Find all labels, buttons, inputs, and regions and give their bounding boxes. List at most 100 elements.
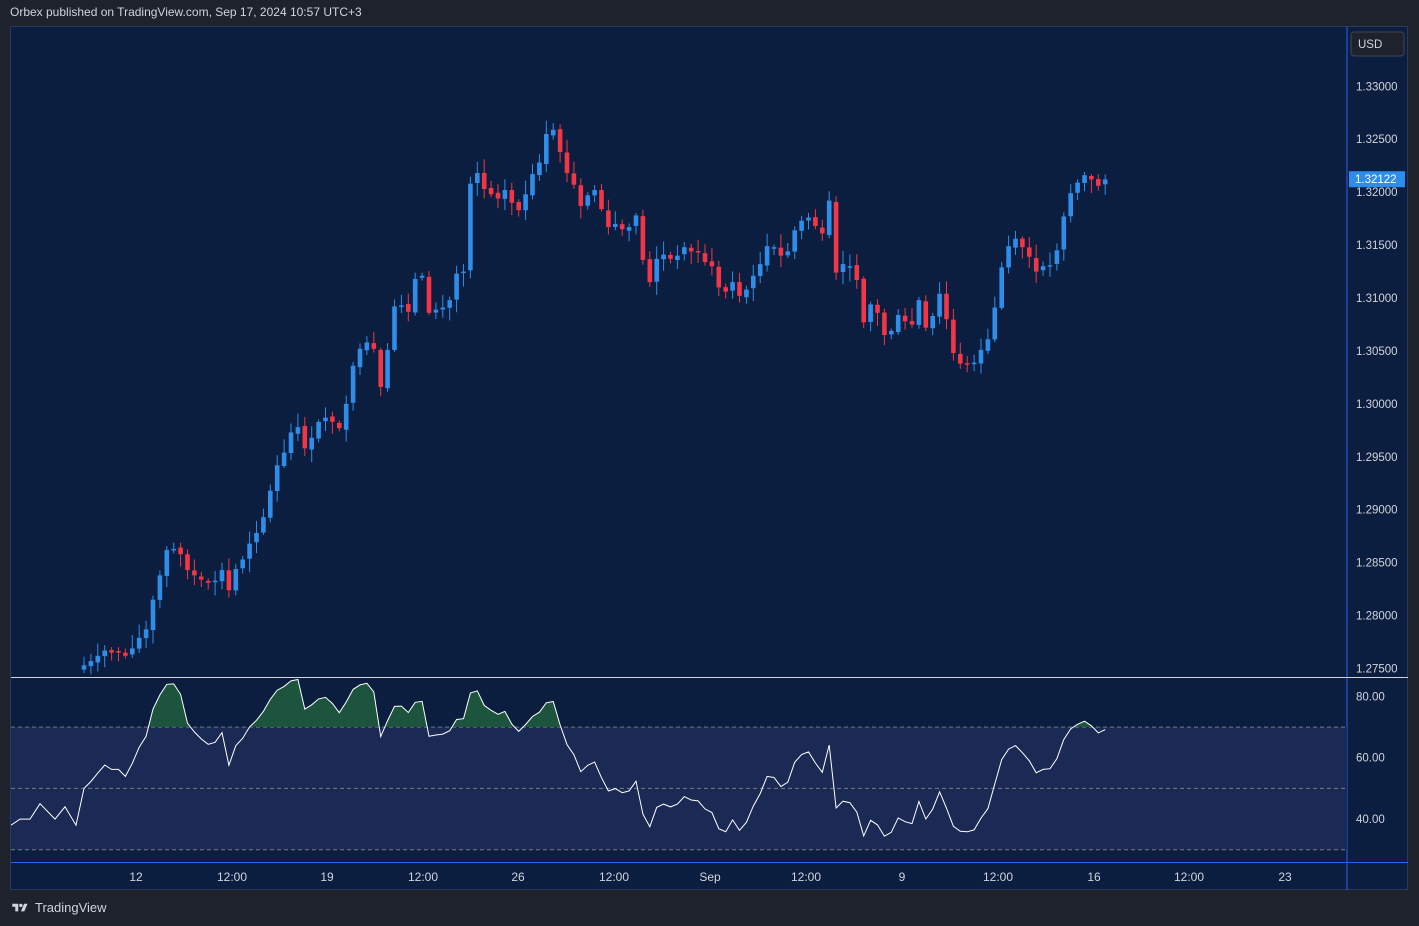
candle-body bbox=[592, 190, 597, 196]
candle-body bbox=[433, 309, 439, 313]
candle-body bbox=[688, 247, 694, 252]
price-tick-label: 1.32000 bbox=[1356, 187, 1398, 199]
candle-body bbox=[806, 217, 811, 221]
candle-body bbox=[978, 349, 984, 364]
candle-body bbox=[288, 432, 294, 454]
candle-body bbox=[633, 215, 639, 226]
candle-body bbox=[564, 152, 570, 174]
candle-body bbox=[695, 251, 701, 253]
price-tick-label: 1.29500 bbox=[1356, 452, 1398, 464]
candle-body bbox=[295, 427, 301, 434]
candle-body bbox=[882, 312, 887, 336]
time-tick-label: 12:00 bbox=[983, 870, 1013, 884]
price-tick-label: 1.31000 bbox=[1356, 293, 1398, 305]
candle-body bbox=[971, 362, 977, 365]
candle-body bbox=[930, 316, 935, 329]
candle-body bbox=[557, 129, 563, 152]
candle-body bbox=[233, 569, 239, 591]
candle-body bbox=[185, 554, 190, 571]
candle-body bbox=[488, 187, 494, 195]
candle-body bbox=[254, 533, 259, 543]
candle-body bbox=[385, 349, 390, 389]
candle-body bbox=[1033, 258, 1039, 272]
tradingview-footer[interactable]: TradingView bbox=[10, 900, 107, 915]
candle-body bbox=[654, 258, 659, 282]
candle-body bbox=[737, 282, 742, 296]
candle-body bbox=[889, 330, 894, 335]
candle-body bbox=[447, 300, 452, 308]
candle-body bbox=[1075, 182, 1080, 193]
time-tick-label: 12:00 bbox=[1174, 870, 1204, 884]
price-tick-label: 1.27500 bbox=[1356, 664, 1398, 676]
candle-body bbox=[778, 247, 784, 256]
currency-label: USD bbox=[1358, 39, 1382, 51]
current-price-badge bbox=[1349, 171, 1405, 188]
candle-body bbox=[1027, 247, 1032, 257]
candle-body bbox=[316, 421, 321, 439]
candle-body bbox=[523, 194, 528, 211]
candle-body bbox=[647, 259, 653, 283]
candle-body bbox=[88, 661, 94, 667]
candle-body bbox=[212, 580, 218, 583]
candle-body bbox=[916, 300, 922, 325]
candle-body bbox=[475, 173, 480, 184]
time-tick-label: 12:00 bbox=[599, 870, 629, 884]
candle-body bbox=[537, 162, 542, 176]
oscillator-tick-label: 60.00 bbox=[1356, 753, 1385, 765]
candle-body bbox=[751, 275, 756, 289]
candle-body bbox=[178, 547, 183, 555]
candle-body bbox=[550, 129, 556, 136]
candle-body bbox=[337, 422, 342, 429]
candle-body bbox=[171, 548, 176, 551]
candle-body bbox=[343, 403, 349, 430]
candle-body bbox=[481, 172, 487, 189]
candle-body bbox=[226, 570, 232, 591]
candle-body bbox=[578, 185, 584, 206]
candle-body bbox=[585, 195, 590, 206]
candle-body bbox=[951, 319, 956, 354]
candle-body bbox=[820, 227, 825, 234]
candle-body bbox=[619, 224, 625, 230]
candle-body bbox=[833, 201, 839, 273]
candle-body bbox=[309, 437, 314, 450]
current-price-label: 1.32122 bbox=[1355, 174, 1397, 186]
candle-body bbox=[944, 293, 949, 320]
candle-body bbox=[205, 580, 211, 583]
candle-body bbox=[330, 416, 335, 422]
candle-body bbox=[350, 365, 356, 403]
oscillator-group bbox=[11, 678, 1347, 851]
candle-body bbox=[1096, 179, 1101, 186]
candle-body bbox=[771, 247, 777, 249]
candle-body bbox=[530, 174, 535, 196]
currency-button[interactable] bbox=[1350, 31, 1405, 57]
candle-body bbox=[516, 202, 521, 211]
candle-body bbox=[964, 363, 970, 365]
candle-body bbox=[102, 650, 107, 657]
time-tick-label: 23 bbox=[1278, 870, 1292, 884]
candle-body bbox=[902, 315, 908, 322]
candle-body bbox=[730, 282, 735, 291]
candle-body bbox=[268, 490, 273, 518]
candle-body bbox=[1040, 266, 1046, 271]
candle-body bbox=[923, 301, 929, 328]
candle-body bbox=[199, 576, 204, 580]
candle-body bbox=[419, 275, 425, 278]
footer-brand: TradingView bbox=[35, 900, 107, 915]
price-tick-label: 1.28000 bbox=[1356, 611, 1398, 623]
candle-body bbox=[1082, 175, 1087, 183]
candle-body bbox=[1013, 238, 1018, 248]
time-tick-label: 19 bbox=[320, 870, 334, 884]
candle-body bbox=[716, 266, 722, 288]
candle-body bbox=[682, 247, 687, 255]
candle-body bbox=[509, 190, 515, 203]
price-tick-label: 1.33000 bbox=[1356, 81, 1398, 93]
candle-body bbox=[785, 251, 791, 256]
candle-body bbox=[323, 417, 328, 422]
candle-body bbox=[426, 276, 432, 313]
candle-body bbox=[150, 599, 156, 631]
candle-body bbox=[1068, 193, 1073, 217]
candle-body bbox=[261, 517, 266, 533]
time-tick-label: 16 bbox=[1087, 870, 1101, 884]
candle-body bbox=[1089, 176, 1094, 180]
